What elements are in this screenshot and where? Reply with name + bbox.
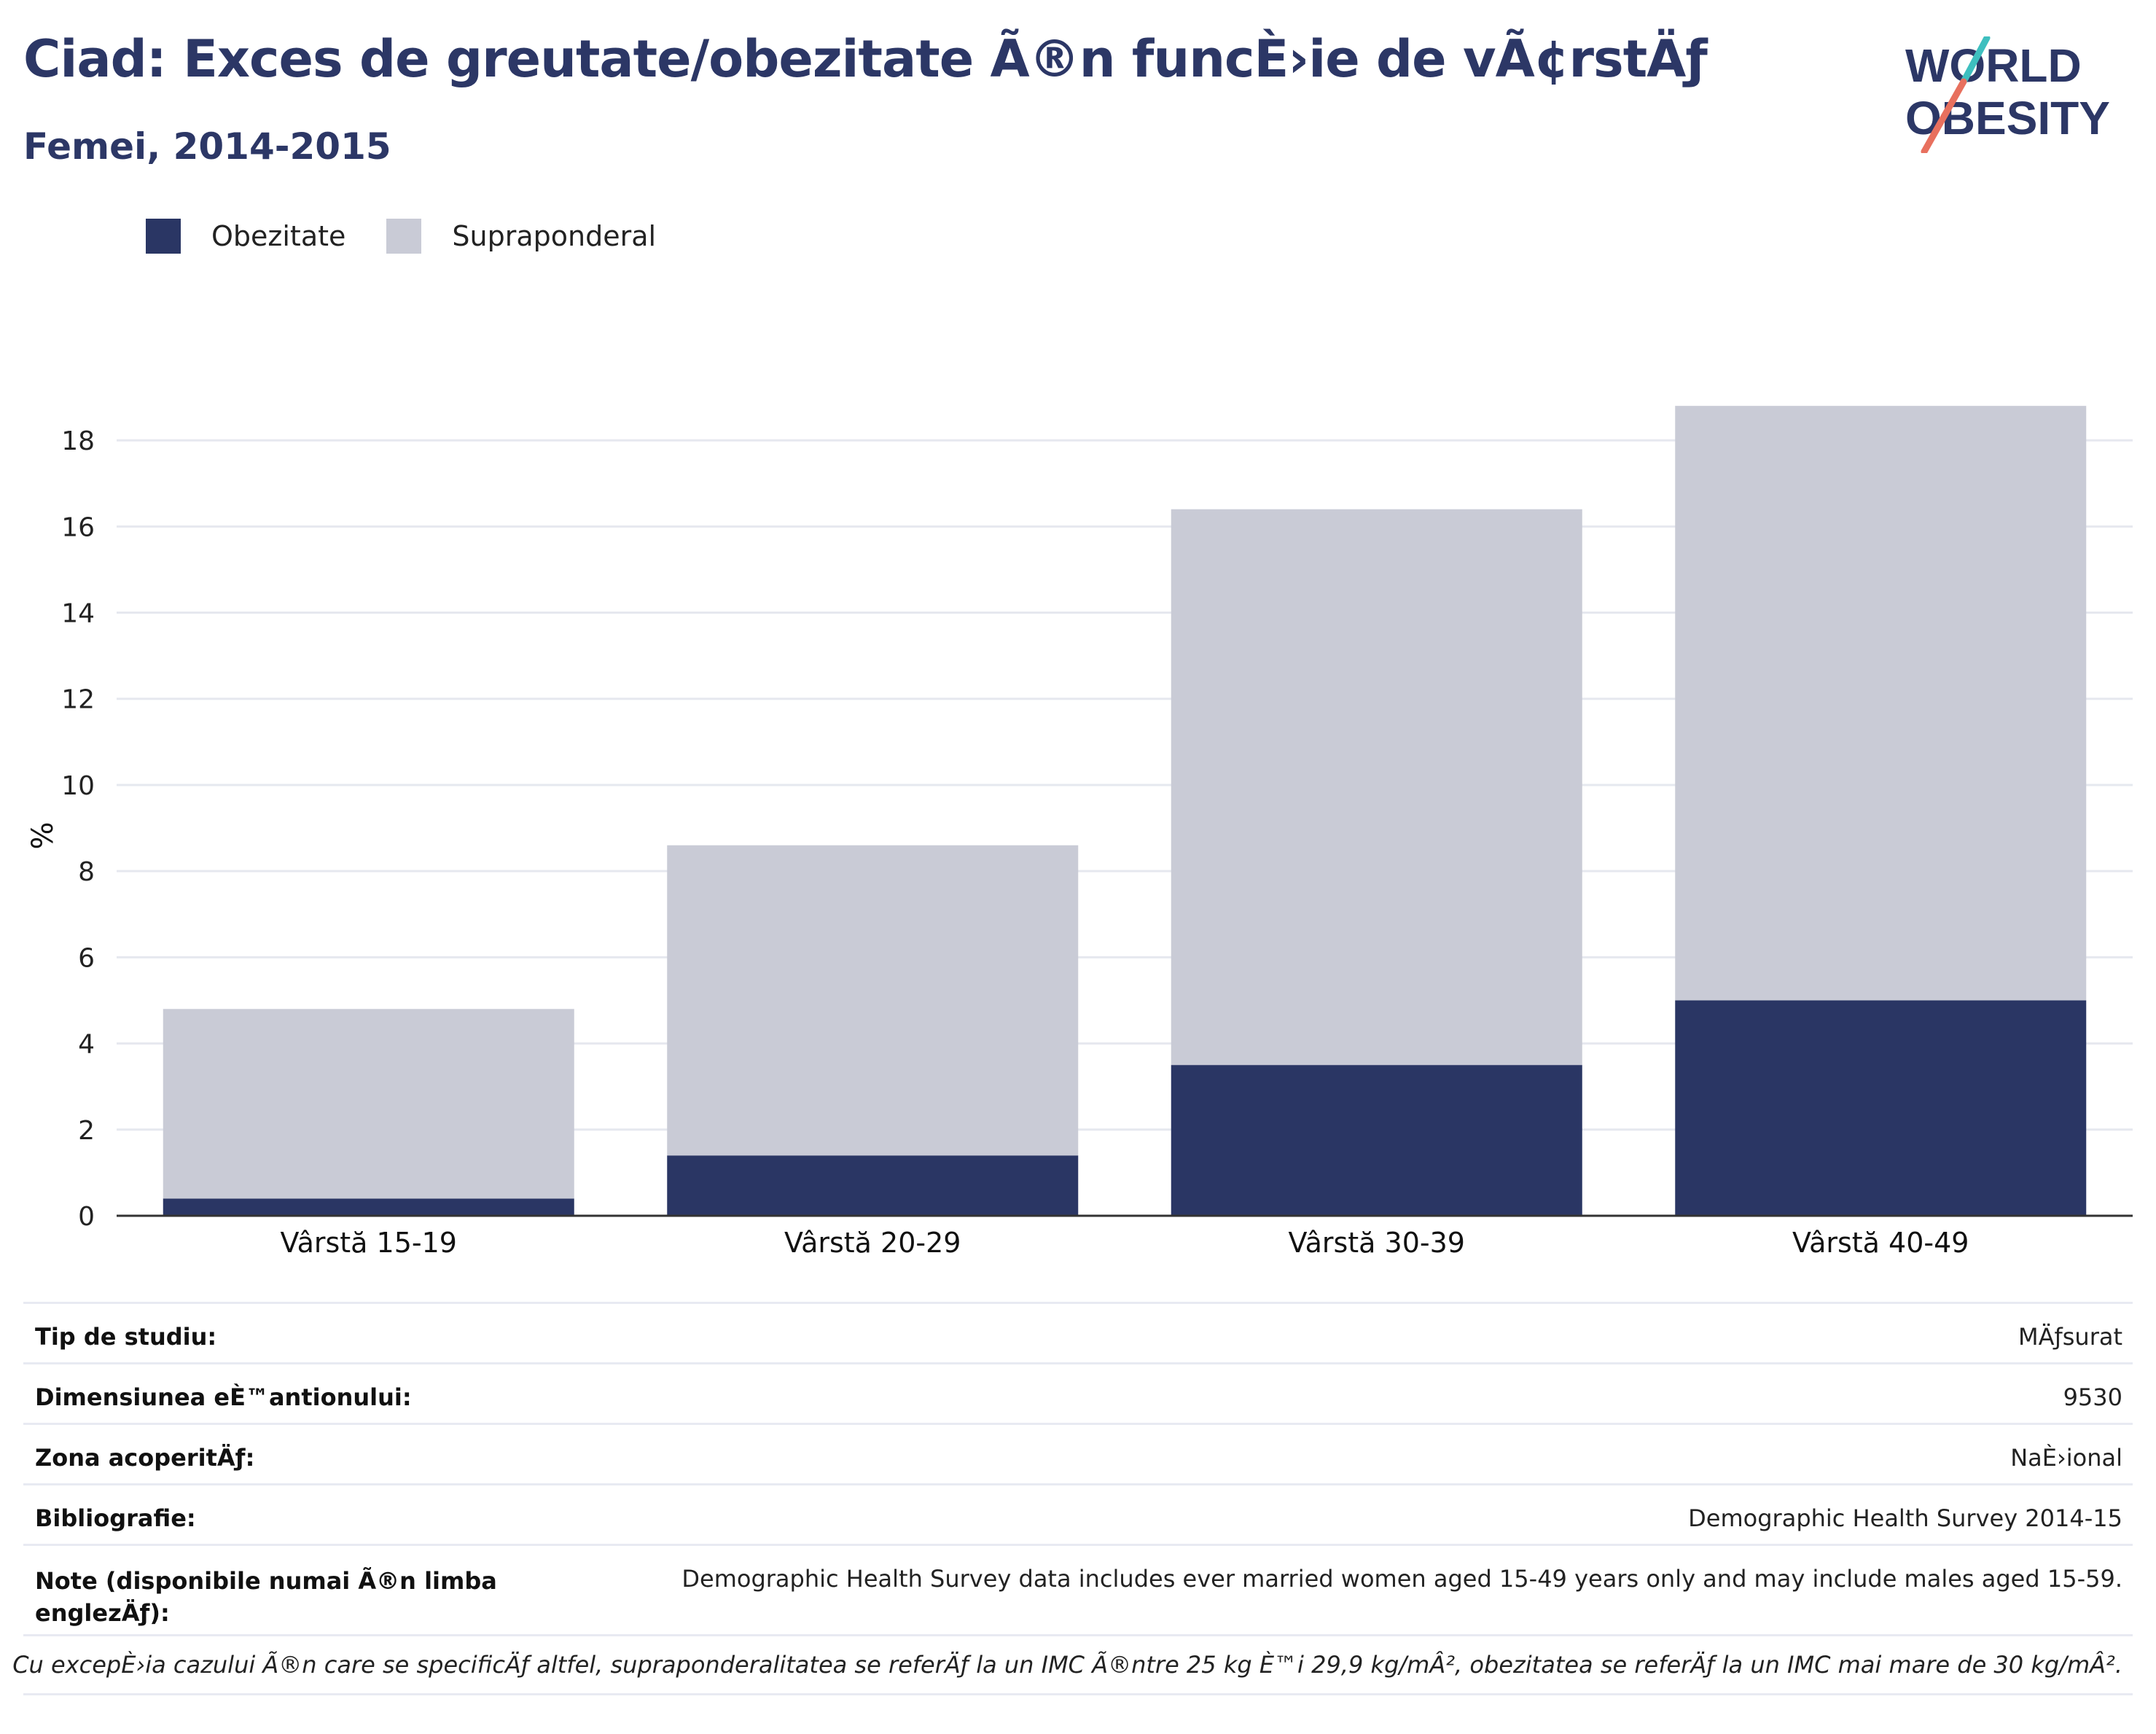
info-key: Zona acoperitÄƒ:: [35, 1444, 255, 1472]
x-tick-label: Vârstă 15-19: [281, 1227, 457, 1259]
legend-label-overweight: Supraponderal: [452, 220, 657, 252]
bar-obesity: [667, 1155, 1079, 1216]
info-table: Tip de studiu: MÄƒsurat Dimensiunea eÈ™a…: [12, 1302, 2133, 1695]
info-value: 9530: [2063, 1383, 2122, 1411]
bar-overweight: [667, 845, 1079, 1156]
y-axis-label: %: [26, 821, 60, 849]
y-tick-label: 14: [61, 599, 95, 629]
info-key: Dimensiunea eÈ™antionului:: [35, 1383, 412, 1411]
y-tick-label: 4: [78, 1030, 95, 1060]
x-tick-label: Vârstă 40-49: [1792, 1227, 1969, 1259]
logo-line1: WORLD: [1905, 39, 2082, 92]
bar-overweight: [1675, 405, 2087, 1001]
logo-slash-coral: [1921, 78, 1967, 153]
y-tick-label: 12: [61, 685, 95, 715]
info-value: MÄƒsurat: [2018, 1323, 2122, 1351]
info-key: Bibliografie:: [35, 1504, 196, 1532]
info-row-study-type: Tip de studiu: MÄƒsurat: [23, 1302, 2133, 1362]
bar-obesity: [1171, 1065, 1582, 1216]
chart-subtitle: Femei, 2014-2015: [23, 125, 391, 168]
x-tick-label: Vârstă 20-29: [784, 1227, 961, 1259]
y-tick-label: 18: [61, 426, 95, 456]
footnote: Cu excepÈ›ia cazului Ã®n care se specifi…: [12, 1634, 2133, 1695]
info-key: Note (disponibile numai Ã®n limba englez…: [35, 1567, 497, 1627]
bar-obesity: [1675, 1000, 2087, 1216]
info-row-coverage: Zona acoperitÄƒ: NaÈ›ional: [23, 1423, 2133, 1483]
legend-swatch-obesity: [146, 219, 181, 254]
info-row-notes: Note (disponibile numai Ã®n limba englez…: [23, 1544, 2133, 1634]
bar-obesity: [163, 1198, 574, 1216]
bar-overweight: [1171, 509, 1582, 1066]
x-tick-label: Vârstă 30-39: [1289, 1227, 1465, 1259]
info-key: Tip de studiu:: [35, 1323, 217, 1351]
legend: Obezitate Supraponderal: [146, 219, 697, 254]
y-tick-label: 2: [78, 1116, 95, 1146]
legend-label-obesity: Obezitate: [211, 220, 346, 252]
y-tick-label: 8: [78, 857, 95, 887]
info-value: Demographic Health Survey 2014-15: [1688, 1504, 2122, 1532]
legend-item-obesity: Obezitate: [146, 219, 345, 254]
legend-swatch-overweight: [386, 219, 422, 254]
legend-item-overweight: Supraponderal: [386, 219, 656, 254]
info-row-sample-size: Dimensiunea eÈ™antionului: 9530: [23, 1362, 2133, 1423]
y-tick-label: 16: [61, 512, 95, 542]
info-value: NaÈ›ional: [2010, 1444, 2122, 1472]
logo-slash-teal: [1960, 36, 1991, 85]
info-row-bibliography: Bibliografie: Demographic Health Survey …: [23, 1483, 2133, 1544]
bar-overweight: [163, 1009, 574, 1199]
y-tick-label: 6: [78, 943, 95, 973]
bar-chart: 0 2 4 6 8 10 12 14 16 18% Vârstă 15-19 Vârstă 20-29…: [26, 405, 2133, 1259]
y-tick-label: 0: [78, 1202, 95, 1232]
chart-title: Ciad: Exces de greutate/obezitate Ã®n fu…: [23, 29, 1708, 89]
y-tick-label: 10: [61, 771, 95, 801]
info-value: Demographic Health Survey data includes …: [681, 1565, 2122, 1593]
world-obesity-logo: WORLD OBESITY: [1905, 36, 2110, 153]
